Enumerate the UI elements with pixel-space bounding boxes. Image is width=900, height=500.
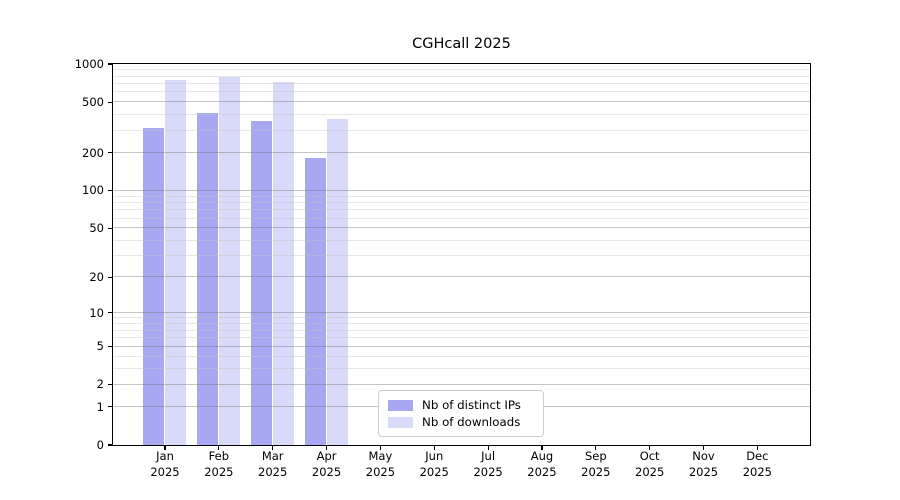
x-tick-label-line: 2025: [150, 464, 180, 479]
y-tick-mark: [108, 63, 113, 65]
y-tick-label: 50: [89, 221, 104, 236]
y-tick-label: 20: [89, 270, 104, 285]
x-tick-mark: [649, 445, 651, 450]
bar-distinct-ips-apr: [304, 157, 326, 445]
y-tick-label: 500: [82, 95, 104, 110]
legend-item-downloads: Nb of downloads: [388, 415, 543, 429]
x-tick-mark: [164, 445, 166, 450]
bar-downloads-mar: [273, 81, 294, 445]
legend-label: Nb of distinct IPs: [422, 398, 521, 412]
y-tick-label: 10: [89, 305, 104, 320]
y-tick-mark: [108, 444, 113, 446]
y-tick-mark: [108, 383, 113, 385]
x-tick-label-line: 2025: [365, 464, 396, 479]
x-tick-label-line: May: [368, 449, 393, 463]
x-tick-label-line: Jul: [481, 449, 496, 463]
x-tick-label-line: Mar: [261, 449, 284, 463]
x-tick-label-line: 2025: [419, 464, 449, 479]
x-tick-mark: [756, 445, 758, 450]
x-tick-label-line: Dec: [746, 449, 769, 463]
x-tick-label-jun: Jun 2025: [406, 449, 462, 480]
x-tick-mark: [595, 445, 597, 450]
y-tick-mark: [108, 189, 113, 192]
bar-downloads-apr: [326, 119, 348, 445]
legend-item-distinct-ips: Nb of distinct IPs: [388, 398, 543, 412]
y-tick-label: 2: [96, 377, 104, 392]
x-tick-label-line: Jan: [156, 449, 174, 463]
legend-swatch-downloads: [388, 416, 413, 428]
y-tick-mark: [108, 276, 113, 278]
y-tick-mark: [108, 345, 113, 347]
plot-area: [111, 62, 811, 446]
y-tick-mark: [108, 406, 113, 408]
x-tick-label-sep: Sep 2025: [568, 449, 624, 480]
x-tick-label-line: 2025: [527, 464, 557, 479]
chart-title: CGHcall 2025: [412, 36, 511, 52]
x-tick-label-nov: Nov 2025: [676, 449, 732, 480]
x-tick-label-line: 2025: [311, 464, 342, 479]
x-tick-label-dec: Dec 2025: [729, 449, 785, 480]
x-tick-label-line: 2025: [258, 464, 288, 479]
y-tick-mark: [108, 101, 113, 103]
y-tick-mark: [108, 151, 113, 154]
y-tick-mark: [108, 312, 113, 314]
y-tick-label: 1000: [74, 57, 104, 71]
x-tick-label-mar: Mar 2025: [245, 449, 301, 480]
bar-downloads-feb: [219, 77, 241, 445]
bar-distinct-ips-jan: [143, 127, 165, 445]
x-tick-label-line: 2025: [635, 464, 665, 479]
legend: Nb of distinct IPs Nb of downloads: [378, 390, 544, 437]
x-tick-label-may: May 2025: [352, 449, 408, 480]
legend-swatch-distinct-ips: [388, 399, 413, 411]
x-tick-mark: [433, 445, 435, 450]
x-tick-mark: [218, 445, 220, 450]
x-tick-label-line: Oct: [639, 449, 660, 463]
x-tick-label-line: 2025: [473, 464, 503, 479]
x-tick-mark: [487, 445, 489, 450]
x-tick-label-oct: Oct 2025: [622, 449, 678, 480]
x-tick-mark: [702, 445, 705, 450]
y-tick-mark: [108, 227, 113, 229]
bar-distinct-ips-feb: [197, 112, 219, 445]
x-tick-label-line: Feb: [208, 449, 230, 463]
x-tick-label-apr: Apr 2025: [299, 449, 355, 480]
y-tick-label: 100: [82, 183, 104, 198]
x-tick-label-aug: Aug 2025: [514, 449, 570, 480]
x-tick-mark: [272, 445, 274, 450]
x-tick-label-line: 2025: [204, 464, 234, 479]
x-tick-mark: [379, 445, 381, 450]
x-tick-label-jan: Jan 2025: [137, 449, 193, 480]
x-tick-label-line: Sep: [584, 449, 607, 463]
x-tick-label-line: 2025: [742, 464, 772, 479]
x-tick-label-line: Jun: [425, 449, 444, 463]
x-tick-label-line: Apr: [316, 449, 337, 463]
legend-label: Nb of downloads: [422, 415, 521, 429]
x-tick-label-feb: Feb 2025: [191, 449, 247, 480]
y-tick-label: 200: [82, 145, 104, 160]
y-tick-label: 0: [96, 438, 104, 452]
bar-distinct-ips-mar: [251, 120, 272, 445]
x-tick-mark: [541, 445, 543, 450]
x-tick-label-line: Nov: [692, 449, 715, 463]
x-tick-label-line: 2025: [688, 464, 719, 479]
y-tick-label: 1: [96, 399, 104, 414]
bars-layer: [113, 64, 810, 445]
bar-downloads-jan: [165, 79, 187, 445]
x-tick-label-line: Aug: [530, 449, 554, 463]
x-tick-label-line: 2025: [581, 464, 611, 479]
x-tick-mark: [325, 445, 328, 450]
y-tick-label: 5: [96, 339, 104, 354]
x-tick-label-jul: Jul 2025: [460, 449, 516, 480]
